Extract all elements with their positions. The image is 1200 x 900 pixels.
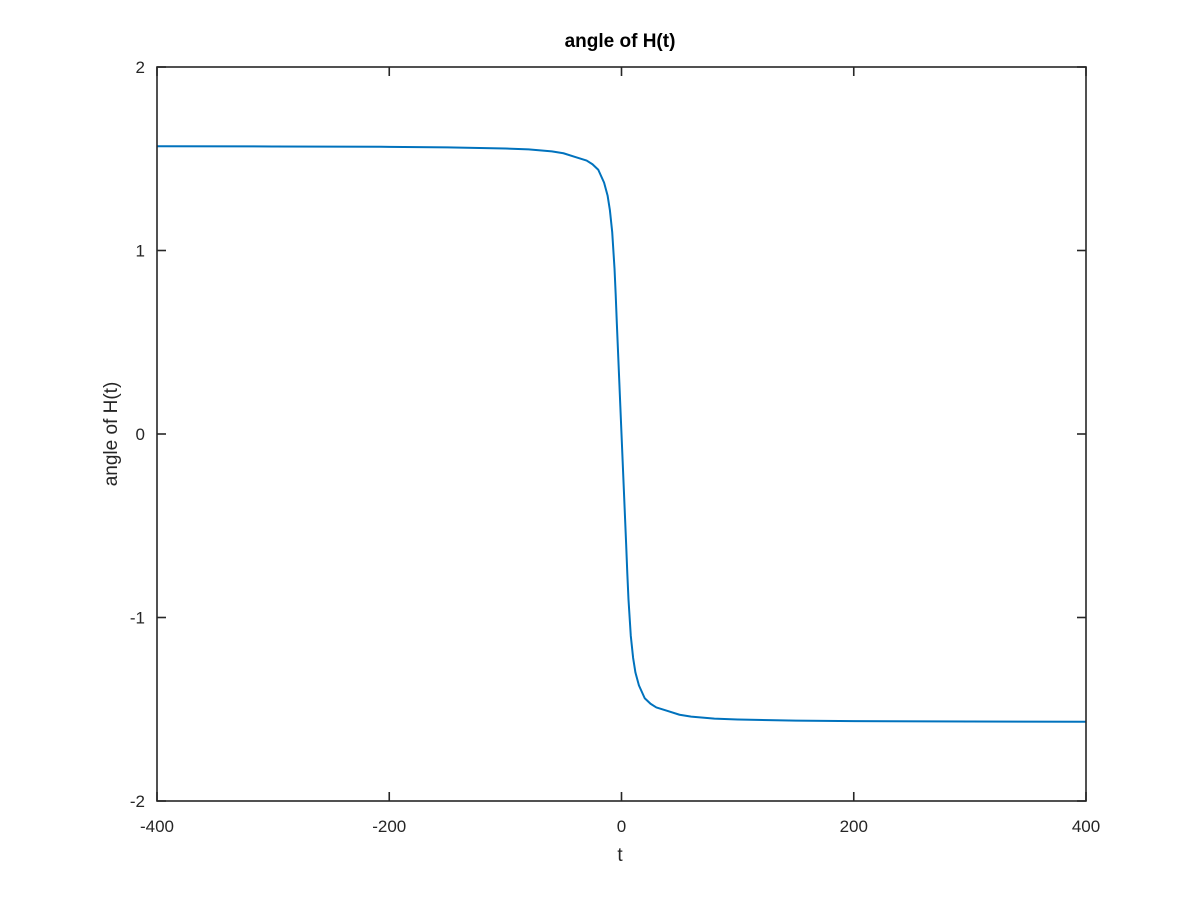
y-tick-label: 1 (136, 242, 145, 261)
axes-box (156, 66, 1087, 802)
y-tick-label: -2 (130, 792, 145, 811)
y-tick-label: -1 (130, 609, 145, 628)
x-axis-label: t (617, 845, 623, 866)
y-axis-label: angle of H(t) (101, 382, 122, 487)
x-tick-label: 200 (840, 817, 868, 836)
y-tick-label: 2 (136, 58, 145, 77)
x-tick-label: -200 (372, 817, 406, 836)
tick-layer: -400 -200 0 200 400 -2 -1 0 1 2 (130, 58, 1100, 836)
series-layer (156, 145, 1087, 723)
x-tick-label: -400 (140, 817, 174, 836)
x-tick-label: 0 (617, 817, 626, 836)
x-tick-label: 400 (1072, 817, 1100, 836)
series-line (156, 145, 1087, 723)
y-tick-label: 0 (136, 425, 145, 444)
chart-title: angle of H(t) (565, 31, 676, 52)
